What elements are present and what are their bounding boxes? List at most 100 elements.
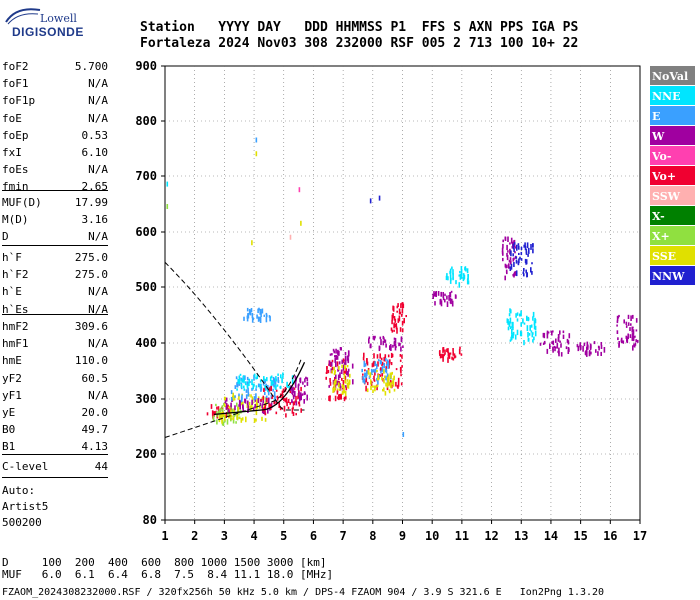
echo-point [263, 376, 265, 381]
echo-point [376, 384, 378, 391]
echo-point [399, 327, 402, 332]
echo-point [625, 321, 628, 325]
echo-point [532, 339, 534, 343]
echo-point [304, 378, 306, 383]
echo-point [227, 404, 229, 407]
echo-point [243, 379, 245, 384]
echo-point [378, 346, 381, 350]
echo-point [502, 239, 504, 243]
echo-point [269, 376, 272, 382]
echo-point [519, 256, 521, 260]
echo-point [344, 370, 346, 374]
echo-point [557, 337, 560, 342]
echo-point [334, 355, 336, 358]
echo-point [261, 308, 264, 314]
param-ye: yE 20.0 [2, 406, 108, 420]
echo-point [275, 411, 278, 415]
echo-point [235, 376, 238, 380]
echo-point [228, 405, 231, 409]
echo-point [343, 396, 346, 402]
param-b0: B0 49.7 [2, 423, 108, 437]
echo-point [341, 391, 344, 395]
echo-point [273, 391, 276, 397]
echo-point [333, 388, 336, 392]
echo-point [385, 382, 387, 387]
echo-point [502, 243, 504, 249]
echo-point [387, 379, 389, 384]
echo-point [400, 303, 402, 308]
echo-point [520, 246, 523, 250]
echo-point [287, 398, 290, 403]
echo-point [442, 356, 444, 362]
echo-point [274, 395, 276, 401]
echo-point [236, 402, 238, 407]
x-tick-label: 6 [310, 529, 317, 543]
echo-point [282, 389, 285, 393]
echo-point [432, 293, 434, 299]
legend-label: NNE [652, 90, 681, 103]
echo-point [251, 399, 253, 405]
echo-point [390, 362, 393, 366]
echo-point [347, 368, 350, 372]
y-tick-label: 300 [135, 392, 157, 406]
echo-point [525, 248, 528, 254]
echo-point [442, 354, 444, 359]
echo-point [285, 413, 287, 418]
param-name: h`E [2, 285, 22, 299]
echo-point [451, 266, 453, 270]
echo-point [251, 313, 254, 319]
echo-point [514, 251, 516, 254]
echo-point [632, 331, 634, 338]
echo-point [260, 309, 262, 313]
echo-point [556, 342, 559, 349]
echo-point [449, 352, 452, 355]
echo-point [376, 384, 379, 388]
echo-point [380, 339, 382, 346]
echo-point [252, 387, 254, 390]
echo-point [566, 338, 569, 343]
echo-point [255, 388, 257, 391]
echo-point [534, 330, 537, 337]
echo-point [377, 374, 380, 381]
echo-point [583, 342, 586, 347]
echo-point [262, 395, 265, 401]
echo-point [504, 275, 506, 281]
echo-point [298, 404, 301, 407]
x-tick-label: 10 [425, 529, 439, 543]
x-tick-label: 12 [484, 529, 498, 543]
echo-point [263, 314, 266, 317]
echo-point [515, 270, 518, 277]
echo-point [389, 380, 392, 385]
echo-point [512, 331, 515, 336]
echo-point [390, 346, 392, 351]
param-hmf2: hmF2 309.6 [2, 320, 108, 334]
echo-point [576, 344, 579, 348]
echo-point [525, 259, 528, 265]
echo-point [450, 290, 453, 293]
echo-point [391, 329, 394, 333]
y-tick-label: 80 [143, 513, 157, 527]
echo-point [509, 339, 512, 342]
echo-point [289, 402, 291, 405]
echo-point [343, 390, 346, 393]
echo-point [343, 373, 346, 379]
echo-point [265, 312, 268, 316]
echo-point [286, 401, 288, 407]
echo-point [526, 242, 529, 249]
echo-point [446, 301, 449, 307]
echo-point [392, 378, 394, 384]
legend-swatch [650, 106, 695, 125]
echo-point [210, 404, 213, 409]
param-value: 4.13 [81, 440, 109, 454]
echo-point [237, 406, 240, 409]
echo-point [249, 309, 251, 313]
echo-point [238, 416, 241, 420]
echo-point [452, 269, 454, 275]
echo-point [244, 398, 246, 403]
echo-point [242, 401, 244, 406]
logo-brand-main: DIGISONDE [12, 25, 84, 39]
echo-point [533, 336, 535, 341]
echo-point [283, 405, 286, 412]
echo-point [346, 382, 349, 386]
echo-point [251, 379, 253, 386]
